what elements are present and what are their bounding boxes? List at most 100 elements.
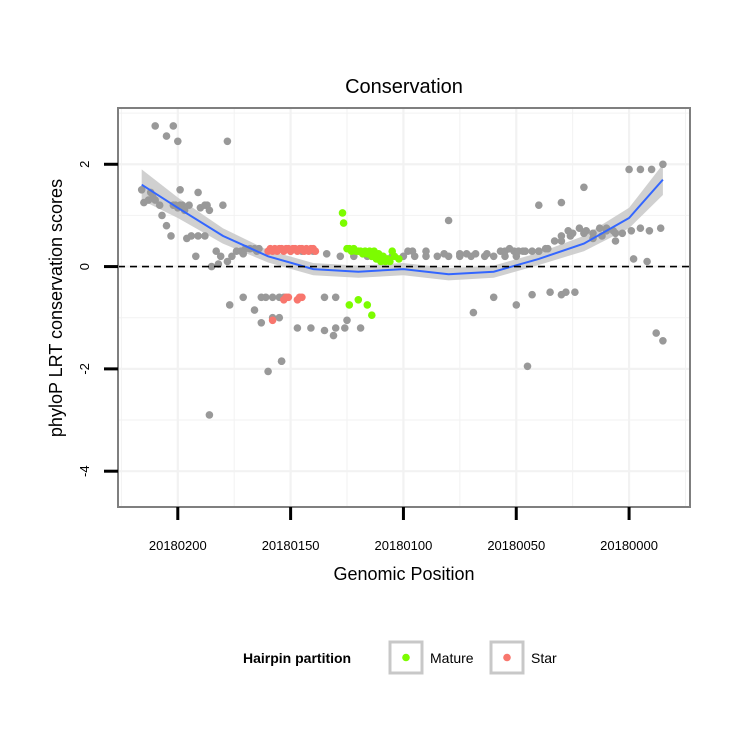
smooth-line	[141, 178, 664, 276]
y-tick-label: -2	[77, 363, 92, 375]
point-other	[262, 293, 270, 302]
point-other	[169, 122, 178, 130]
point-other	[550, 237, 559, 245]
point-mature	[339, 219, 348, 227]
series-star	[264, 244, 320, 325]
legend-key-mature-dot	[402, 653, 410, 662]
point-mature	[386, 257, 394, 266]
axes: 20180200 20180150 20180100 20180050 20180000…	[77, 161, 658, 553]
legend-label-star: Star	[531, 650, 557, 666]
point-other	[489, 252, 498, 261]
point-star	[284, 293, 293, 302]
point-other	[187, 232, 196, 240]
point-other	[223, 257, 232, 266]
point-other	[629, 255, 638, 263]
point-other	[462, 250, 471, 258]
point-other	[320, 326, 329, 335]
point-other	[176, 186, 184, 194]
point-other	[137, 186, 146, 194]
x-axis-label: Genomic Position	[333, 564, 474, 584]
point-other	[575, 224, 584, 232]
point-other	[546, 288, 554, 297]
point-other	[275, 313, 284, 322]
point-other	[627, 227, 636, 235]
point-other	[557, 232, 566, 240]
point-other	[239, 293, 247, 302]
point-mature	[363, 301, 372, 309]
series-mature	[338, 209, 403, 320]
point-other	[580, 183, 588, 192]
point-other	[625, 165, 633, 174]
point-other	[636, 165, 645, 174]
point-other	[158, 211, 166, 220]
x-tick-label: 20180100	[375, 538, 433, 553]
point-mature	[395, 255, 403, 263]
point-other	[329, 331, 338, 340]
point-other	[636, 224, 645, 232]
point-other	[489, 293, 498, 302]
legend-label-mature: Mature	[430, 650, 474, 666]
point-star	[298, 293, 306, 302]
point-other	[512, 301, 521, 309]
point-other	[582, 227, 590, 235]
point-other	[440, 250, 448, 258]
legend-key-star	[489, 640, 525, 675]
point-other	[162, 132, 171, 140]
point-other	[264, 367, 272, 376]
point-other	[659, 160, 667, 169]
point-other	[207, 262, 216, 271]
point-other	[528, 290, 536, 299]
chart-title: Conservation	[345, 76, 463, 98]
point-other	[422, 247, 430, 255]
point-other	[528, 247, 536, 255]
point-other	[656, 224, 665, 232]
point-other	[212, 247, 220, 255]
point-other	[611, 237, 620, 245]
x-tick-label: 20180200	[149, 538, 207, 553]
point-other	[155, 201, 164, 209]
point-other	[162, 221, 171, 230]
point-star	[268, 316, 277, 325]
point-other	[595, 224, 604, 232]
legend-key-star-dot	[503, 653, 511, 662]
point-other	[645, 227, 654, 235]
point-other	[223, 137, 232, 146]
point-other	[257, 319, 266, 327]
point-other	[618, 229, 627, 238]
point-other	[643, 257, 651, 266]
y-tick-label: 0	[77, 263, 92, 270]
point-other	[331, 293, 340, 302]
point-other	[535, 247, 543, 255]
point-other	[471, 250, 480, 258]
point-other	[174, 137, 182, 146]
point-other	[205, 411, 214, 419]
point-other	[225, 301, 234, 309]
legend-key-mature	[388, 640, 424, 675]
point-other	[194, 232, 202, 240]
point-other	[557, 198, 566, 207]
point-other	[277, 357, 286, 366]
point-other	[322, 250, 331, 258]
point-other	[341, 324, 349, 332]
point-other	[562, 288, 570, 297]
point-other	[523, 362, 532, 371]
point-other	[469, 308, 478, 317]
point-other	[571, 288, 579, 297]
point-other	[568, 229, 577, 238]
point-other	[216, 252, 225, 261]
y-tick-label: 2	[77, 161, 92, 168]
point-mature	[338, 209, 347, 217]
plot-area	[117, 107, 691, 508]
point-other	[167, 232, 175, 240]
point-other	[659, 337, 667, 345]
point-star	[311, 247, 320, 255]
x-tick-label: 20180150	[262, 538, 320, 553]
point-other	[444, 216, 453, 225]
point-mature	[354, 296, 363, 304]
point-other	[268, 293, 277, 302]
point-other	[433, 252, 442, 261]
point-other	[336, 252, 345, 261]
y-tick-label: -4	[77, 465, 92, 477]
